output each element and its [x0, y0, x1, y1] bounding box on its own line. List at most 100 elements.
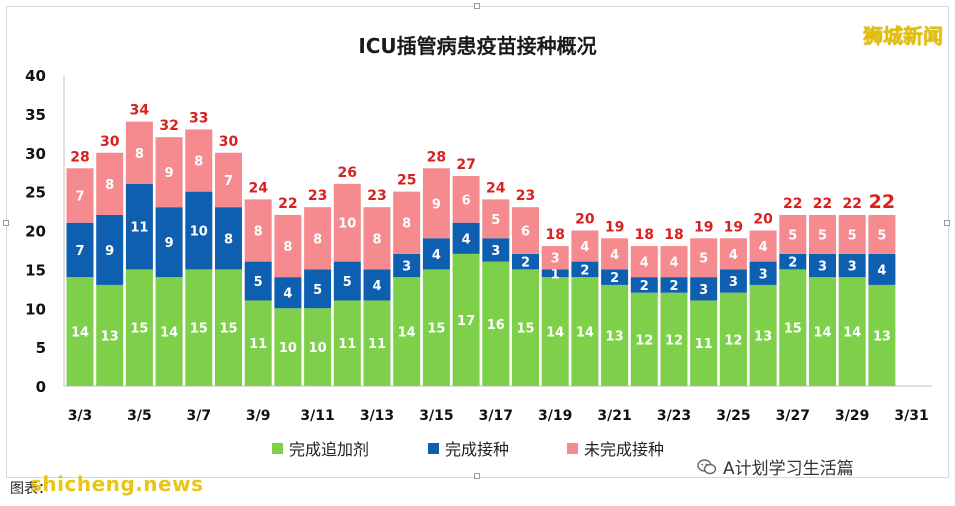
bar-segment-incomplete: [630, 246, 658, 278]
segment-data-label: 15: [516, 322, 534, 337]
legend-label-complete: 完成接种: [445, 440, 510, 459]
bar-total-label: 20: [753, 212, 773, 228]
bar-segment-complete: [393, 253, 421, 278]
bar-segment-booster: [719, 292, 747, 386]
bar-total-label: 18: [545, 227, 564, 243]
segment-data-label: 3: [551, 252, 560, 267]
bar-segment-complete: [482, 238, 510, 262]
bar-segment-complete: [601, 269, 629, 285]
segment-data-label: 4: [759, 240, 768, 255]
bar-segment-incomplete: [66, 168, 94, 223]
legend-label-incomplete: 未完成接种: [584, 440, 665, 459]
bar-total-label: 19: [694, 219, 713, 235]
segment-data-label: 17: [457, 314, 475, 329]
bar-segment-booster: [96, 284, 124, 386]
bar-segment-complete: [66, 222, 94, 278]
bar-segment-incomplete: [274, 214, 302, 278]
bar-segment-complete: [749, 261, 777, 285]
bar-segment-booster: [838, 277, 866, 386]
y-tick-label: 35: [25, 106, 46, 124]
bar-segment-complete: [244, 261, 272, 301]
bar-segment-complete: [779, 253, 807, 270]
segment-data-label: 9: [165, 166, 174, 181]
segment-data-label: 15: [190, 322, 208, 337]
bar-total-label: 33: [189, 110, 208, 126]
bar-segment-complete: [155, 207, 183, 278]
segment-data-label: 8: [194, 155, 203, 170]
resize-handle-top[interactable]: [474, 3, 480, 9]
segment-data-label: 9: [105, 244, 114, 259]
segment-data-label: 14: [546, 326, 564, 341]
bar-segment-booster: [452, 253, 480, 386]
segment-data-label: 13: [754, 329, 772, 344]
resize-handle-left[interactable]: [3, 220, 9, 226]
segment-data-label: 5: [699, 252, 708, 267]
segment-data-label: 14: [160, 326, 178, 341]
y-tick-label: 10: [25, 300, 46, 318]
x-tick-label: 3/3: [68, 408, 93, 424]
x-tick-label: 3/9: [246, 408, 271, 424]
bar-segment-incomplete: [749, 230, 777, 262]
brand-logo-text: 狮城新闻: [863, 24, 943, 48]
bar-segment-booster: [482, 261, 510, 386]
bar-segment-booster: [868, 284, 896, 386]
bar-segment-complete: [512, 253, 539, 270]
bar-total-label: 26: [338, 165, 357, 181]
segment-data-label: 11: [338, 337, 356, 352]
segment-data-label: 5: [491, 213, 500, 228]
bar-total-label: 22: [842, 196, 861, 212]
bar-segment-complete: [125, 183, 153, 270]
y-tick-label: 20: [25, 223, 46, 241]
bar-segment-complete: [809, 253, 836, 278]
segment-data-label: 5: [254, 275, 263, 290]
bar-segment-booster: [660, 292, 688, 386]
segment-data-label: 5: [343, 275, 352, 290]
x-tick-label: 3/21: [597, 408, 631, 424]
segment-data-label: 8: [105, 178, 114, 193]
segment-data-label: 7: [75, 244, 84, 259]
segment-data-label: 4: [372, 279, 381, 294]
x-tick-label: 3/23: [657, 408, 691, 424]
bar-segment-incomplete: [215, 152, 242, 208]
segment-data-label: 15: [427, 322, 445, 337]
legend-item-incomplete: 未完成接种: [567, 436, 664, 460]
segment-data-label: 11: [368, 337, 386, 352]
bar-total-label: 18: [635, 227, 654, 243]
segment-data-label: 4: [580, 240, 589, 255]
bar-segment-complete: [838, 253, 866, 278]
bar-segment-incomplete: [541, 246, 569, 270]
bar-segment-incomplete: [838, 214, 866, 254]
bar-total-label: 19: [724, 219, 743, 235]
segment-data-label: 9: [165, 236, 174, 251]
segment-data-label: 8: [402, 217, 411, 232]
segment-data-label: 12: [724, 333, 742, 348]
bar-segment-incomplete: [422, 168, 450, 239]
resize-handle-right[interactable]: [944, 220, 950, 226]
segment-data-label: 7: [75, 190, 84, 205]
x-tick-label: 3/15: [419, 408, 453, 424]
bar-segment-booster: [66, 277, 94, 386]
bar-total-label: 30: [100, 134, 120, 150]
bar-segment-incomplete: [393, 191, 421, 254]
bar-segment-complete: [304, 269, 332, 309]
segment-data-label: 3: [491, 244, 500, 259]
watermark: shicheng.news: [30, 472, 204, 496]
x-tick-label: 3/25: [716, 408, 750, 424]
bar-segment-incomplete: [482, 199, 510, 239]
bar-segment-complete: [422, 238, 450, 270]
segment-data-label: 14: [813, 326, 831, 341]
bar-segment-booster: [333, 300, 361, 386]
bar-segment-complete: [541, 269, 569, 278]
segment-data-label: 11: [130, 221, 148, 236]
bar-segment-incomplete: [304, 207, 332, 270]
segment-data-label: 8: [254, 225, 263, 240]
segment-data-label: 4: [432, 248, 441, 263]
segment-data-label: 2: [788, 256, 797, 271]
segment-data-label: 15: [130, 322, 148, 337]
x-tick-label: 3/13: [360, 408, 394, 424]
x-tick-label: 3/19: [538, 408, 572, 424]
segment-data-label: 5: [848, 228, 857, 243]
bar-segment-incomplete: [363, 207, 391, 270]
resize-handle-bottom[interactable]: [474, 473, 480, 479]
segment-data-label: 4: [462, 232, 471, 247]
